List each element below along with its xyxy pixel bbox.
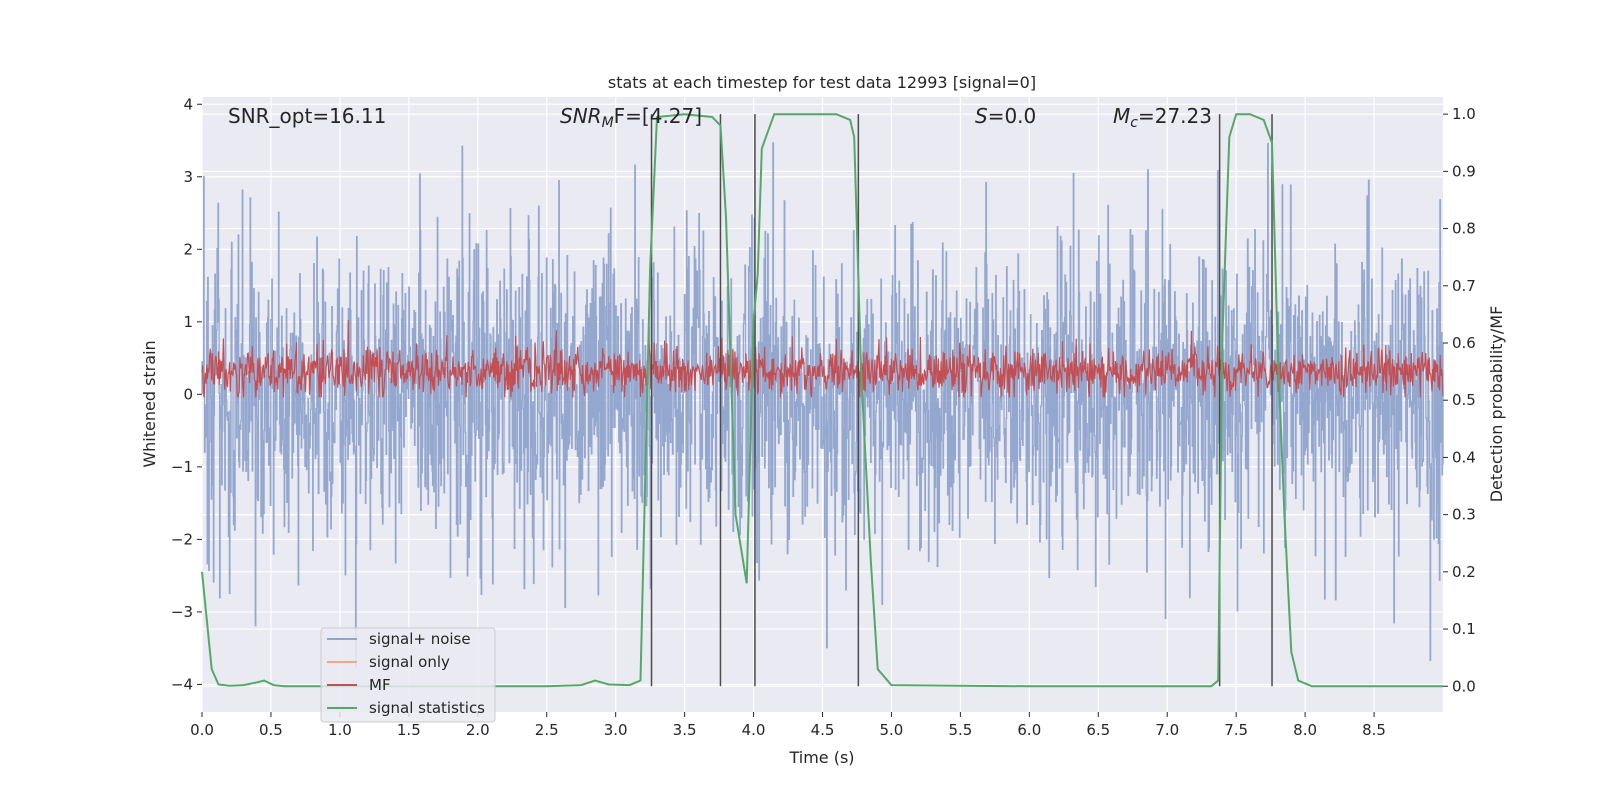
- annotation-mc: Mc=27.23: [1113, 104, 1212, 131]
- y-right-tick-labels: 1.0 0.9 0.8 0.7 0.6 0.5 0.4 0.3 0.2 0.1 0.0: [1443, 105, 1476, 695]
- y-right-tick-label: 0.1: [1452, 620, 1476, 638]
- y-left-tick-label: 4: [183, 95, 193, 113]
- mf-line: [201, 320, 1444, 398]
- annotation-s: S=0.0: [975, 104, 1036, 128]
- y-left-tick-label: −2: [171, 530, 193, 548]
- x-tick-label: 5.5: [948, 721, 972, 739]
- x-tick-label: 3.0: [604, 721, 628, 739]
- x-tick-label: 2.5: [535, 721, 559, 739]
- x-tick-label: 7.5: [1224, 721, 1248, 739]
- x-tick-label: 5.0: [880, 721, 904, 739]
- signal-plus-noise-series: [201, 142, 1444, 668]
- y-left-tick-labels: 4 3 2 1 0 −1 −2 −3 −4: [171, 95, 202, 693]
- y-right-tick-label: 0.5: [1452, 391, 1476, 409]
- y-left-axis-label: Whitened strain: [140, 340, 159, 467]
- y-left-tick-label: −4: [171, 675, 193, 693]
- y-right-tick-label: 1.0: [1452, 105, 1476, 123]
- x-tick-label: 8.0: [1293, 721, 1317, 739]
- x-tick-label: 2.0: [466, 721, 490, 739]
- x-axis-label: Time (s): [788, 748, 854, 767]
- y-left-tick-label: 3: [183, 168, 193, 186]
- x-tick-label: 4.0: [742, 721, 766, 739]
- x-tick-label: 0.0: [190, 721, 214, 739]
- x-tick-label: 6.0: [1017, 721, 1041, 739]
- y-right-axis-label: Detection probability/MF: [1487, 306, 1506, 503]
- legend-label-signal-statistics: signal statistics: [369, 699, 485, 717]
- y-left-tick-label: −1: [171, 458, 193, 476]
- chart-title: stats at each timestep for test data 129…: [608, 73, 1036, 92]
- legend-label-signal-noise: signal+ noise: [369, 630, 471, 648]
- y-left-grid: [202, 103, 1443, 686]
- signal-plus-noise-line: [201, 142, 1444, 668]
- x-tick-label: 6.5: [1086, 721, 1110, 739]
- y-right-tick-label: 0.7: [1452, 277, 1476, 295]
- x-tick-label: 7.0: [1155, 721, 1179, 739]
- y-left-tick-label: 0: [183, 385, 193, 403]
- y-left-tick-label: 2: [183, 240, 193, 258]
- x-tick-label: 4.5: [811, 721, 835, 739]
- x-tick-label: 3.5: [673, 721, 697, 739]
- y-right-tick-label: 0.0: [1452, 677, 1476, 695]
- y-right-tick-label: 0.6: [1452, 334, 1476, 352]
- mf-series: [201, 320, 1444, 398]
- x-tick-label: 1.0: [328, 721, 352, 739]
- legend-box: [320, 627, 496, 723]
- y-right-tick-label: 0.3: [1452, 506, 1476, 524]
- x-tick-label: 1.5: [397, 721, 421, 739]
- y-right-tick-label: 0.4: [1452, 448, 1476, 466]
- legend: signal+ noise signal only MF signal stat…: [320, 627, 496, 723]
- y-right-tick-label: 0.2: [1452, 563, 1476, 581]
- y-left-tick-label: −3: [171, 603, 193, 621]
- annotation-snr-opt: SNR_opt=16.11: [228, 104, 386, 128]
- x-tick-labels: 0.0 0.5 1.0 1.5 2.0 2.5 3.0 3.5 4.0 4.5 5.0 5.5 6.0 6…: [190, 712, 1386, 739]
- x-tick-label: 8.5: [1362, 721, 1386, 739]
- x-tick-label: 0.5: [259, 721, 283, 739]
- legend-label-signal-only: signal only: [369, 653, 450, 671]
- legend-label-mf: MF: [369, 676, 391, 694]
- y-right-tick-label: 0.8: [1452, 220, 1476, 238]
- y-left-tick-label: 1: [183, 313, 193, 331]
- annotation-snr-mf: SNRMF=[4.27]: [560, 104, 702, 131]
- y-right-tick-label: 0.9: [1452, 162, 1476, 180]
